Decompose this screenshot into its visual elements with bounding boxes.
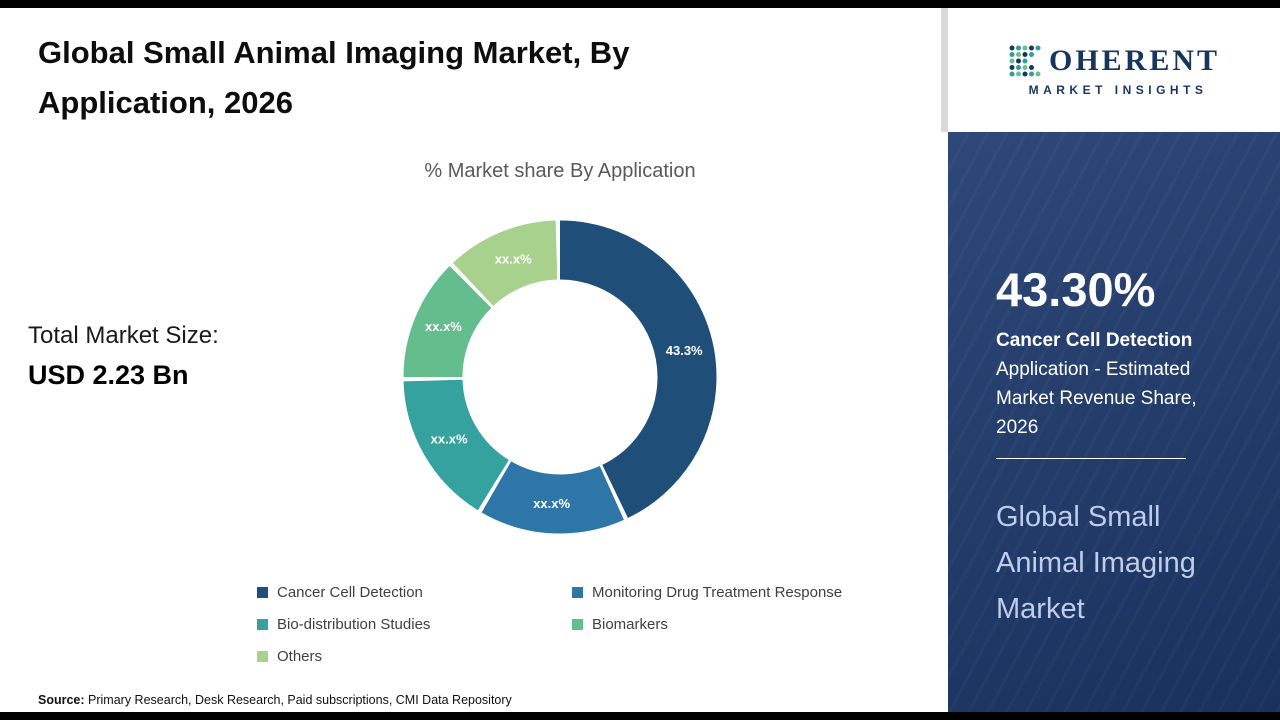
legend-swatch: [572, 587, 583, 598]
donut-chart-svg: 43.3% xx.x% xx.x% xx.x% xx.x%: [403, 220, 717, 534]
donut-segment-label: xx.x%: [425, 319, 462, 334]
legend-label: Biomarkers: [592, 616, 668, 633]
legend-label: Bio-distribution Studies: [277, 616, 431, 633]
legend-swatch: [257, 619, 268, 630]
legend-item: Bio-distribution Studies: [257, 616, 572, 633]
donut-segment: [403, 220, 717, 534]
sidebar-divider-rule: [996, 458, 1186, 459]
legend-swatch: [257, 587, 268, 598]
legend-label: Others: [277, 648, 323, 665]
logo-tagline: MARKET INSIGHTS: [1028, 82, 1208, 97]
legend-item: Biomarkers: [572, 616, 942, 633]
logo-wordmark: OHERENT: [1048, 43, 1221, 77]
sidebar: 43.30% Cancer Cell Detection Application…: [948, 132, 1280, 712]
total-market-size: Total Market Size: USD 2.23 Bn: [28, 322, 219, 391]
stat-description-bold: Cancer Cell Detection: [996, 330, 1193, 351]
legend-item: Cancer Cell Detection: [257, 584, 572, 601]
highlight-stat-value: 43.30%: [996, 263, 1156, 316]
highlight-stat-description: Cancer Cell Detection Application - Esti…: [996, 326, 1228, 442]
legend-label: Monitoring Drug Treatment Response: [592, 584, 843, 601]
legend-swatch: [257, 651, 268, 662]
legend-item: Monitoring Drug Treatment Response: [572, 584, 942, 601]
legend-swatch: [572, 619, 583, 630]
total-market-size-value: USD 2.23 Bn: [28, 360, 189, 390]
chart-legend: Cancer Cell Detection Monitoring Drug Tr…: [257, 584, 942, 665]
donut-segment-label: xx.x%: [431, 431, 468, 446]
donut-chart: 43.3% xx.x% xx.x% xx.x% xx.x%: [395, 212, 725, 542]
source-text: Primary Research, Desk Research, Paid su…: [88, 693, 512, 707]
company-logo: OHERENT: [1008, 44, 1220, 78]
page-title: Global Small Animal Imaging Market, By A…: [38, 35, 630, 120]
source-note: Source: Primary Research, Desk Research,…: [38, 693, 512, 707]
donut-segment-label: 43.3%: [666, 343, 703, 358]
top-border-bar: [0, 0, 1280, 8]
total-market-size-label: Total Market Size:: [28, 322, 219, 349]
bottom-border-bar: [0, 712, 1280, 720]
chart-title: % Market share By Application: [424, 160, 696, 182]
logo-dot-matrix-c-icon: [1009, 45, 1041, 76]
legend-label: Cancer Cell Detection: [277, 584, 423, 601]
legend-item: Others: [257, 648, 572, 665]
donut-segment-label: xx.x%: [533, 496, 570, 511]
sidebar-market-name: Global Small Animal Imaging Market: [996, 501, 1196, 625]
logo-divider-line: [941, 8, 948, 132]
donut-segment-label: xx.x%: [495, 251, 532, 266]
source-label: Source:: [38, 693, 85, 707]
donut-segment: [403, 220, 717, 534]
stat-description-rest: Application - Estimated Market Revenue S…: [996, 359, 1197, 438]
logo-area: OHERENT MARKET INSIGHTS: [948, 8, 1280, 132]
